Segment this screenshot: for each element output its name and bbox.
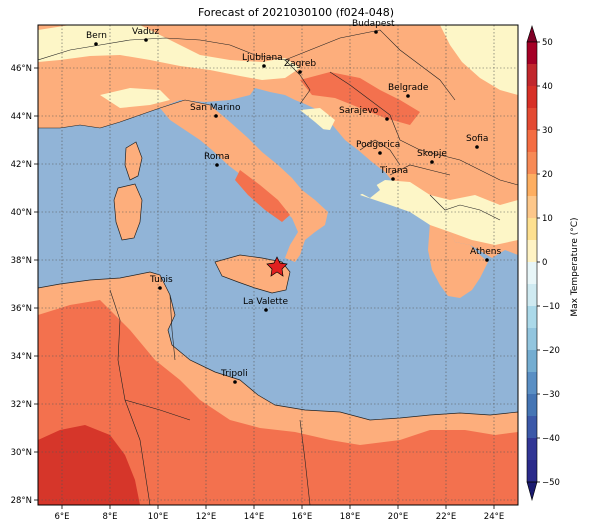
y-tick-label: 40°N: [11, 208, 32, 218]
city-marker: [475, 145, 479, 149]
colorbar-tick-label: 50: [542, 38, 553, 48]
city-label: Athens: [470, 247, 501, 257]
city-marker: [233, 380, 237, 384]
x-tick-label: 24°E: [484, 512, 504, 522]
city-marker: [374, 30, 378, 34]
colorbar-label: Max Temperature (°C): [570, 217, 580, 316]
cool-zone-balkans: [360, 180, 518, 245]
y-tick-label: 36°N: [11, 304, 32, 314]
colorbar-tick-label: 10: [542, 214, 553, 224]
city-marker: [264, 308, 268, 312]
city-label: Zagreb: [284, 59, 316, 69]
y-tick-label: 44°N: [11, 112, 32, 122]
x-tick-label: 16°E: [292, 512, 312, 522]
sea-adriatic: [248, 95, 380, 198]
colorbar-top-arrow: [526, 24, 538, 43]
city-label: Roma: [204, 152, 230, 162]
y-tick-label: 38°N: [11, 256, 32, 266]
city-marker: [158, 286, 162, 290]
x-tick-label: 20°E: [388, 512, 408, 522]
country-borders: [38, 29, 518, 505]
cool-zone-east: [440, 25, 518, 95]
city-marker: [406, 94, 410, 98]
land-sardinia: [114, 184, 142, 240]
city-marker: [144, 38, 148, 42]
city-marker: [378, 151, 382, 155]
x-tick-label: 6°E: [54, 512, 69, 522]
x-tick-label: 14°E: [244, 512, 264, 522]
red-star-icon: [266, 256, 288, 277]
warm-zone-italy: [235, 170, 290, 222]
city-label: Tunis: [149, 275, 173, 285]
x-tick-label: 12°E: [196, 512, 216, 522]
city-marker: [94, 42, 98, 46]
y-tick-label: 34°N: [11, 352, 32, 362]
city-label: Podgorica: [356, 140, 400, 150]
x-tick-label: 18°E: [340, 512, 360, 522]
x-tick-label: 10°E: [148, 512, 168, 522]
city-label: Sofia: [466, 134, 488, 144]
colorbar-tick-label: 0: [542, 258, 547, 268]
colorbar-tick-label: 20: [542, 170, 553, 180]
colorbar-bottom-arrow: [526, 481, 538, 502]
hot-zone-sahara: [38, 425, 140, 505]
colorbar: [526, 24, 538, 502]
y-tick-label: 42°N: [11, 160, 32, 170]
city-label: Sarajevo: [339, 106, 379, 116]
cool-zone-po: [100, 88, 170, 108]
x-tick-label: 8°E: [102, 512, 117, 522]
city-label: Ljubljana: [242, 53, 283, 63]
city-marker: [391, 177, 395, 181]
y-tick-label: 30°N: [11, 448, 32, 458]
graticule: [38, 25, 518, 505]
city-label: Skopje: [417, 149, 447, 159]
city-label: Tirana: [379, 166, 408, 176]
city-label: Budapest: [352, 19, 395, 29]
city-marker: [214, 114, 218, 118]
city-label: Tripoli: [220, 369, 248, 379]
colorbar-tick-label: 30: [542, 126, 553, 136]
land-italy: [160, 100, 328, 262]
city-marker: [485, 258, 489, 262]
city-label: Belgrade: [388, 83, 429, 93]
colorbar-tick-label: −40: [542, 434, 560, 444]
land-corsica: [125, 142, 142, 180]
city-label: Bern: [86, 31, 107, 41]
y-tick-label: 28°N: [11, 496, 32, 506]
colorbar-tick-label: −10: [542, 302, 560, 312]
colorbar-tick-label: 40: [542, 82, 553, 92]
map-title: Forecast of 2021030100 (f024-048): [197, 6, 395, 19]
city-label: San Marino: [190, 103, 241, 113]
city-marker: [430, 160, 434, 164]
city-marker: [262, 64, 266, 68]
colorbar-tick-label: −20: [542, 346, 560, 356]
city-label: Vaduz: [132, 27, 159, 37]
warm-zone-balkans: [300, 72, 420, 125]
city-marker: [298, 70, 302, 74]
y-tick-label: 32°N: [11, 400, 32, 410]
city-marker: [215, 163, 219, 167]
land-europe: [38, 25, 518, 258]
colorbar-tick-label: −30: [542, 390, 560, 400]
colorbar-tick-label: −50: [542, 478, 560, 488]
cool-zone-alps: [38, 25, 300, 80]
y-tick-label: 46°N: [11, 64, 32, 74]
city-label: La Valette: [243, 297, 288, 307]
x-tick-label: 22°E: [436, 512, 456, 522]
coastlines: [38, 141, 518, 421]
cool-zone-croatia: [300, 108, 335, 130]
city-marker: [385, 117, 389, 121]
warm-zone-africa: [38, 300, 518, 505]
